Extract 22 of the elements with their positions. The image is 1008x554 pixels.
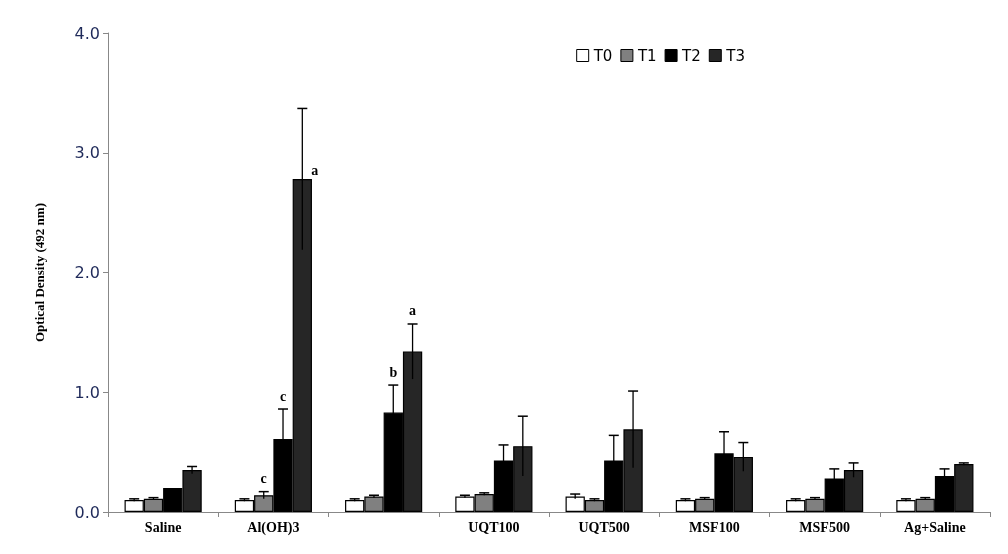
x-tick-label: Saline: [144, 519, 182, 535]
x-tick-label: UQT500: [578, 519, 630, 535]
y-axis-title: Optical Density (492 nm): [32, 202, 47, 343]
legend-label: T1: [636, 46, 657, 65]
data-label: a: [311, 162, 319, 178]
legend-label: T0: [592, 46, 613, 65]
y-tick-label: 2.0: [74, 263, 100, 282]
x-tick-label: UQT100: [468, 519, 520, 535]
y-tick-label: 3.0: [74, 143, 100, 163]
y-tick-label: 1.0: [74, 382, 100, 402]
x-tick-label: Ag+Saline: [904, 519, 966, 535]
x-tick-label: MSF100: [689, 519, 740, 535]
x-tick-label: Al(OH)3: [247, 519, 300, 536]
y-tick-label: 0.0: [74, 502, 100, 522]
data-label: a: [409, 303, 417, 319]
data-label: b: [389, 364, 398, 380]
legend-label: T3: [725, 46, 746, 65]
x-tick-label: MSF500: [799, 519, 850, 535]
data-label: c: [260, 471, 267, 487]
legend-label: T2: [681, 46, 701, 65]
y-tick-label: 4.0: [74, 23, 100, 43]
data-label: c: [279, 388, 287, 404]
